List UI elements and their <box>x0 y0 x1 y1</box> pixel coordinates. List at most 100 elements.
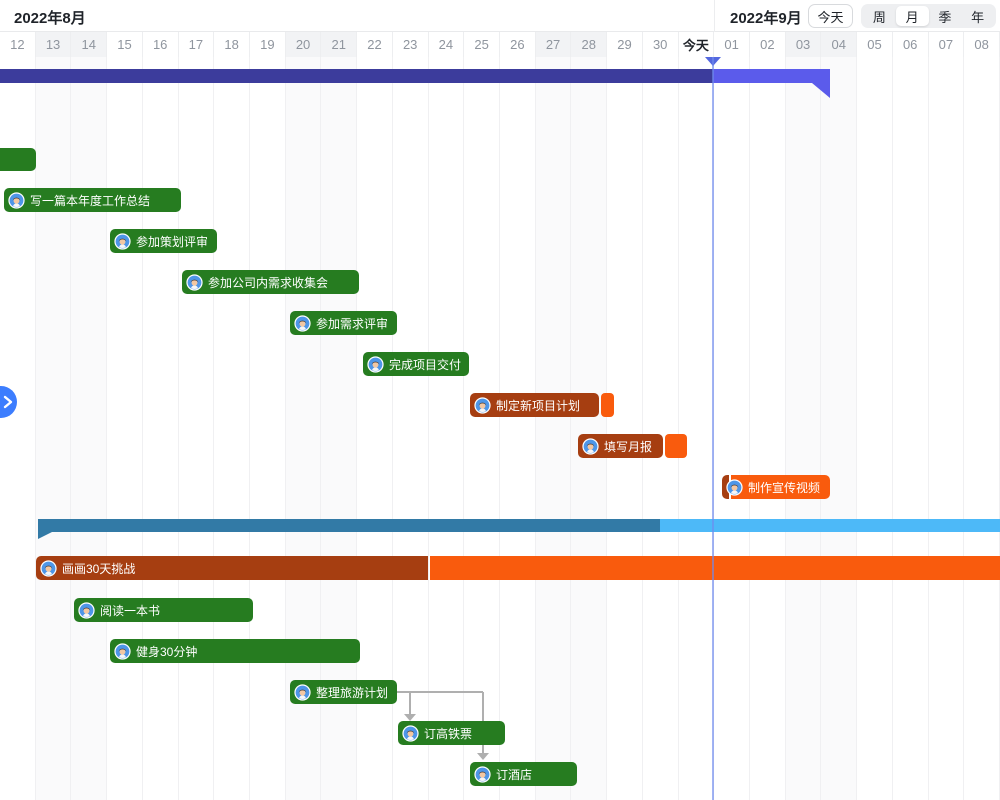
task-bar-monthly-report[interactable]: 填写月报 <box>0 434 1000 458</box>
task-label: 完成项目交付 <box>363 352 461 376</box>
expand-panel-button[interactable] <box>0 386 17 418</box>
bar-segment <box>0 148 36 171</box>
assignee-avatar-icon <box>40 559 57 577</box>
assignee-avatar-icon <box>186 273 203 291</box>
task-bar-book-train-ticket[interactable]: 订高铁票 <box>0 721 1000 745</box>
task-label-text: 画画30天挑战 <box>62 561 136 576</box>
task-label: 整理旅游计划 <box>290 680 388 704</box>
task-label: 制作宣传视频 <box>722 475 820 499</box>
date-cell-06: 06 <box>892 32 929 57</box>
task-bar-planning-review[interactable]: 参加策划评审 <box>0 229 1000 253</box>
assignee-avatar-icon <box>474 396 491 414</box>
task-label: 订高铁票 <box>398 721 472 745</box>
bar-segment <box>470 393 599 417</box>
bar-segment <box>0 69 713 83</box>
task-bar-promo-video[interactable]: 制作宣传视频 <box>0 475 1000 499</box>
summary-bar-daily-life[interactable] <box>0 519 1000 532</box>
date-cell-13: 13 <box>35 32 72 57</box>
task-label-text: 订高铁票 <box>424 726 473 741</box>
view-option-month[interactable]: 月 <box>895 6 929 26</box>
assignee-avatar-icon <box>114 642 131 660</box>
task-bar-requirements-collection-meeting[interactable]: 参加公司内需求收集会 <box>0 270 1000 294</box>
grid-column <box>892 57 929 800</box>
grid-column <box>571 57 608 800</box>
task-bar-new-project-plan[interactable]: 制定新项目计划 <box>0 393 1000 417</box>
date-cell-26: 26 <box>500 32 536 57</box>
task-label-text: 写一篇本年度工作总结 <box>30 193 151 208</box>
view-option-week[interactable]: 周 <box>872 9 886 25</box>
bar-segment <box>38 519 660 532</box>
task-label-text: 阅读一本书 <box>100 603 161 618</box>
grid-column <box>821 57 858 800</box>
bar-segment <box>182 270 359 294</box>
grid-column <box>107 57 143 800</box>
grid-column <box>428 57 465 800</box>
chart-body: 写一篇本年度工作总结参加策划评审参加公司内需求收集会参加需求评审完成项目交付制定… <box>0 57 1000 800</box>
month-label-left: 2022年8月 <box>14 10 86 27</box>
bar-segment <box>665 434 687 458</box>
grid-column <box>142 57 179 800</box>
task-bar-clipped-left-task[interactable] <box>0 148 1000 171</box>
assignee-avatar-icon <box>294 314 311 332</box>
date-cell-20: 20 <box>285 32 322 57</box>
task-label-text: 完成项目交付 <box>389 357 462 372</box>
bar-segment <box>722 475 729 499</box>
grid-column <box>71 57 108 800</box>
month-label-right: 2022年9月 <box>730 10 802 27</box>
task-bar-project-delivery[interactable]: 完成项目交付 <box>0 352 1000 376</box>
date-cell-07: 07 <box>928 32 965 57</box>
view-option-quarter[interactable]: 季 <box>938 9 952 25</box>
task-label-text: 订酒店 <box>496 767 533 782</box>
task-bar-workout-30min[interactable]: 健身30分钟 <box>0 639 1000 663</box>
task-bar-book-hotel[interactable]: 订酒店 <box>0 762 1000 786</box>
date-row: 12 13 14 15 16 17 18 19 20 21 22 23 24 25 26 27 28 29 30 今天… <box>0 32 1000 57</box>
date-cell-01: 01 <box>714 32 750 57</box>
date-cell-17: 17 <box>178 32 215 57</box>
assignee-avatar-icon <box>78 601 95 619</box>
date-cell-14: 14 <box>71 32 108 57</box>
assignee-avatar-icon <box>294 683 311 701</box>
bar-segment <box>74 598 253 622</box>
bar-segment <box>660 519 1000 532</box>
grid-column <box>964 57 1000 800</box>
task-label: 参加公司内需求收集会 <box>182 270 328 294</box>
date-cell-25: 25 <box>464 32 500 57</box>
task-bar-read-a-book[interactable]: 阅读一本书 <box>0 598 1000 622</box>
task-label-text: 制作宣传视频 <box>748 480 821 495</box>
task-label-text: 参加公司内需求收集会 <box>208 275 329 290</box>
assignee-avatar-icon <box>8 191 25 209</box>
date-cell-28: 28 <box>571 32 608 57</box>
task-bar-annual-work-summary[interactable]: 写一篇本年度工作总结 <box>0 188 1000 212</box>
grid-column <box>607 57 643 800</box>
task-bar-travel-plan[interactable]: 整理旅游计划 <box>0 680 1000 704</box>
view-option-year[interactable]: 年 <box>971 9 985 25</box>
date-cell-03: 03 <box>785 32 822 57</box>
date-cell-15: 15 <box>107 32 143 57</box>
date-cell-29: 29 <box>607 32 643 57</box>
today-button[interactable]: 今天 <box>808 4 853 28</box>
grid-column <box>0 57 36 800</box>
grid-column <box>928 57 965 800</box>
grid-column <box>464 57 500 800</box>
summary-bar-project-phase[interactable] <box>0 69 1000 83</box>
assignee-avatar-icon <box>114 232 131 250</box>
grid-column <box>785 57 822 800</box>
date-cell-16: 16 <box>142 32 179 57</box>
task-bar-painting-30day-challenge[interactable]: 画画30天挑战 <box>0 556 1000 580</box>
task-label: 写一篇本年度工作总结 <box>4 188 150 212</box>
bar-segment <box>713 69 830 83</box>
task-label: 制定新项目计划 <box>470 393 580 417</box>
grid-column <box>678 57 715 800</box>
task-bar-requirements-review[interactable]: 参加需求评审 <box>0 311 1000 335</box>
task-label: 健身30分钟 <box>110 639 197 663</box>
month-divider <box>714 0 715 32</box>
bar-segment <box>601 393 614 417</box>
bar-segment <box>430 556 1000 580</box>
date-cell-21: 21 <box>321 32 358 57</box>
chevron-right-icon <box>3 395 13 409</box>
bar-segment <box>36 556 428 580</box>
grid-column <box>535 57 572 800</box>
date-cell-19: 19 <box>250 32 286 57</box>
grid-column <box>392 57 429 800</box>
